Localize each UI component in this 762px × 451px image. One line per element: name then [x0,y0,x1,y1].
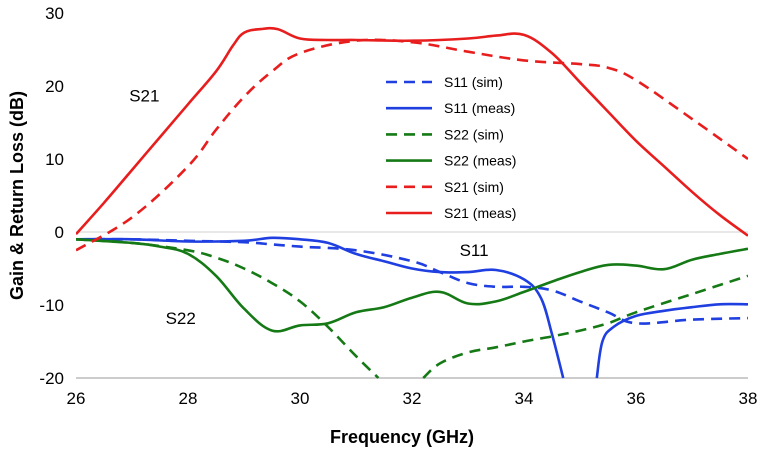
series-group [76,26,748,379]
y-tick-label: 0 [55,223,64,242]
x-tick-label: 32 [403,389,422,408]
y-axis-title: Gain & Return Loss (dB) [7,91,27,300]
legend-label-s11-sim: S11 (sim) [444,74,503,90]
legend-label-s11-meas: S11 (meas) [444,100,515,116]
x-tick-label: 36 [627,389,646,408]
annotation-s11: S11 [460,241,489,260]
annotation-s22: S22 [166,309,196,328]
annotations: S21 S11 S22 [129,86,488,328]
legend-label-s22-sim: S22 (sim) [444,126,504,142]
series-line-s22-sim [422,274,748,379]
x-tick-label: 26 [67,389,86,408]
legend: S11 (sim) S11 (meas) S22 (sim) S22 (meas) S2… [386,74,516,221]
y-tick-label: 10 [45,150,64,169]
y-tick-label: -20 [39,369,64,388]
x-tick-label: 30 [291,389,310,408]
series-line-s21-meas [76,26,748,237]
legend-label-s21-meas: S21 (meas) [444,205,516,221]
annotation-s21: S21 [129,86,159,105]
series-line-s11-meas [595,302,748,379]
x-tick-label: 28 [179,389,198,408]
y-tick-label: -10 [39,296,64,315]
y-tick-label: 20 [45,77,64,96]
legend-label-s21-sim: S21 (sim) [444,179,504,195]
series-line-s22-meas [76,238,748,333]
legend-label-s22-meas: S22 (meas) [444,153,516,169]
series-line-s11-meas [76,236,565,379]
axes: 26 28 30 32 34 36 38 -20 -10 0 10 20 30 Frequency (GH… [7,4,757,447]
series-line-s21-sim [76,38,748,252]
series-line-s22-sim [76,238,380,379]
x-tick-label: 38 [739,389,758,408]
y-tick-label: 30 [45,4,64,23]
x-tick-label: 34 [515,389,534,408]
x-axis-title: Frequency (GHz) [330,427,474,447]
